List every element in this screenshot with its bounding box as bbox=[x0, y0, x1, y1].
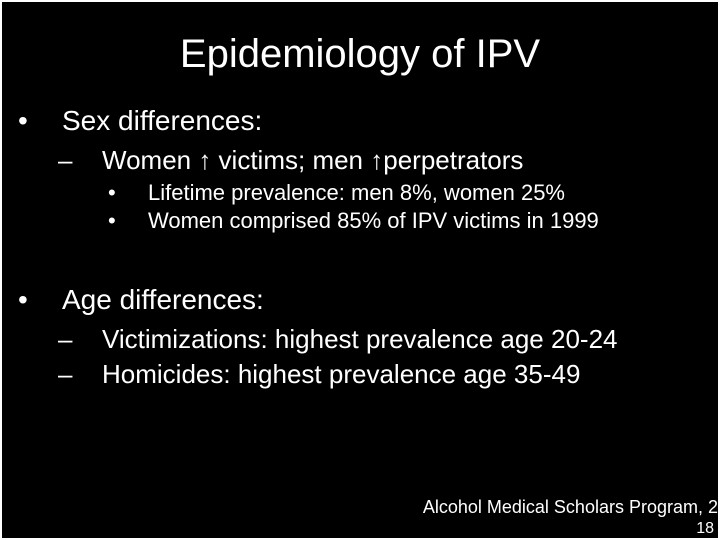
bullet-l1-sex: •Sex differences: bbox=[40, 105, 688, 137]
bullet-l1-age-text: Age differences: bbox=[62, 284, 264, 315]
bullet-l2-sex-1-text: Women ↑ victims; men ↑perpetrators bbox=[102, 145, 523, 175]
footer-text: Alcohol Medical Scholars Program, 2 bbox=[423, 497, 718, 518]
bullet-l3-sex-1b: •Women comprised 85% of IPV victims in 1… bbox=[128, 208, 688, 234]
bullet-l1-age: •Age differences: bbox=[40, 284, 688, 316]
bullet-l2-age-1-text: Victimizations: highest prevalence age 2… bbox=[102, 324, 618, 354]
bullet-l3-sex-1a-text: Lifetime prevalence: men 8%, women 25% bbox=[148, 180, 565, 205]
bullet-dot-icon: • bbox=[40, 284, 62, 316]
bullet-l2-age-2-text: Homicides: highest prevalence age 35-49 bbox=[102, 359, 580, 389]
bullet-dot-icon: • bbox=[128, 180, 148, 206]
slide-title: Epidemiology of IPV bbox=[32, 32, 688, 77]
bullet-dash-icon: – bbox=[80, 324, 102, 355]
bullet-dot-icon: • bbox=[40, 105, 62, 137]
bullet-dash-icon: – bbox=[80, 359, 102, 390]
bullet-l3-sex-1b-text: Women comprised 85% of IPV victims in 19… bbox=[148, 208, 599, 233]
bullet-l2-age-2: –Homicides: highest prevalence age 35-49 bbox=[80, 359, 688, 390]
bullet-l2-age-1: –Victimizations: highest prevalence age … bbox=[80, 324, 688, 355]
slide-frame: Epidemiology of IPV •Sex differences: –W… bbox=[0, 0, 720, 540]
bullet-l3-sex-1a: •Lifetime prevalence: men 8%, women 25% bbox=[128, 180, 688, 206]
page-number: 18 bbox=[696, 520, 714, 538]
bullet-l2-sex-1: –Women ↑ victims; men ↑perpetrators bbox=[80, 145, 688, 176]
bullet-l1-sex-text: Sex differences: bbox=[62, 105, 262, 136]
bullet-dash-icon: – bbox=[80, 145, 102, 176]
bullet-dot-icon: • bbox=[128, 208, 148, 234]
spacer bbox=[32, 236, 688, 278]
